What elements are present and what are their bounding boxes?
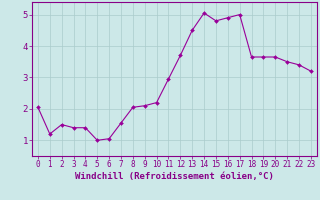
X-axis label: Windchill (Refroidissement éolien,°C): Windchill (Refroidissement éolien,°C)	[75, 172, 274, 181]
